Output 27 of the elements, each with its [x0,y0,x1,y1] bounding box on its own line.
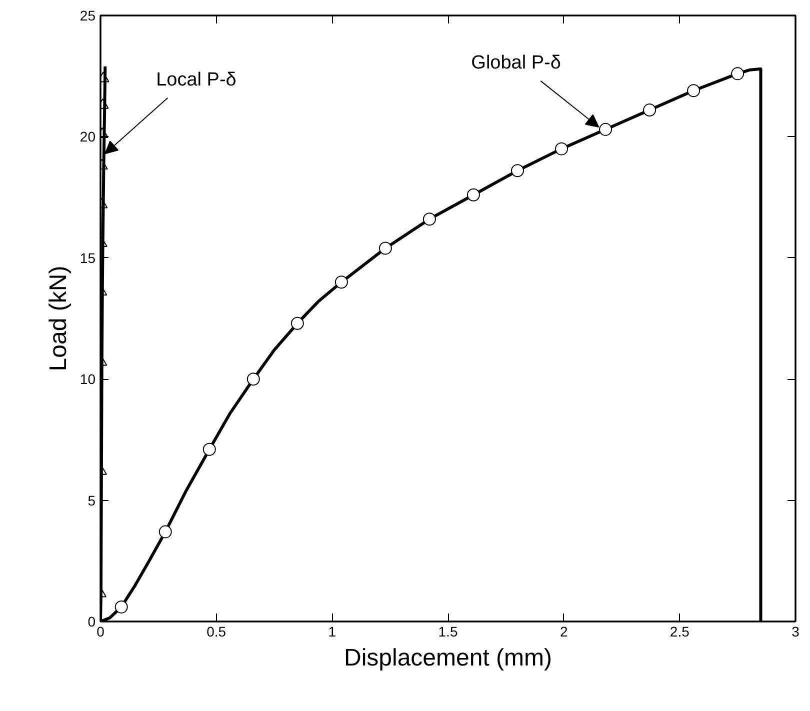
annotation: Local P-δ [156,70,236,91]
point [599,122,612,136]
point [290,316,304,330]
y-tick-label: 0 [88,614,96,630]
point [511,164,524,178]
point [378,242,392,255]
point [422,212,436,226]
y-tick-label: 15 [80,250,96,266]
point [334,276,348,289]
x-tick-label: 2 [560,624,568,640]
x-axis-title: Displacement (mm) [344,644,552,672]
y-tick-label: 10 [80,371,96,388]
annotation: Global P-δ [471,52,561,74]
y-tick-label: 25 [80,8,96,24]
y-tick-label: 5 [88,492,96,508]
x-tick-label: 1.5 [438,624,458,640]
x-tick-label: 3 [792,624,800,640]
point [555,142,568,156]
point [643,104,656,117]
x-tick-label: 2.5 [670,624,690,640]
x-tick-label: 0.5 [206,624,226,640]
point [731,67,744,80]
y-tick-label: 20 [80,128,96,145]
point [687,84,700,98]
y-axis-title: Load (kN) [44,266,72,372]
point [466,188,480,202]
x-tick-label: 1 [328,624,336,640]
